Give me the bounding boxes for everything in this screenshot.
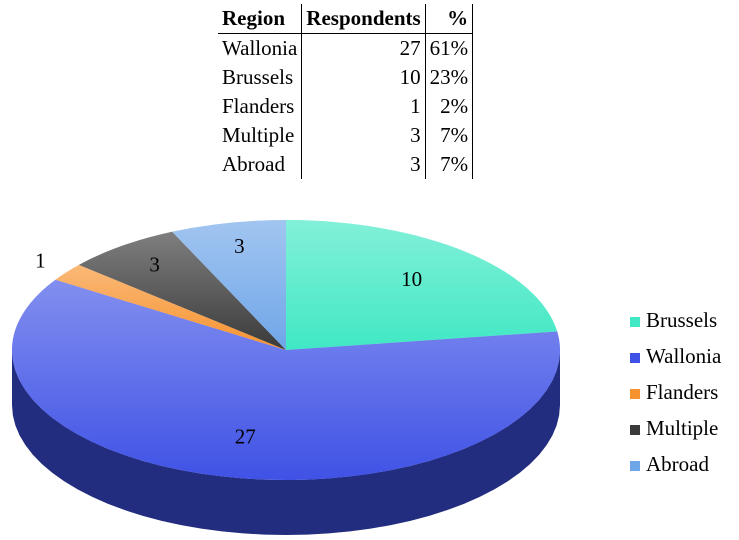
pie-shine xyxy=(78,231,286,350)
data-table: Region Respondents% Wallonia 27 61% Brussels 1… xyxy=(218,4,474,179)
legend-label: Flanders xyxy=(646,380,718,404)
value-label: 10 xyxy=(401,267,422,291)
legend-label: Brussels xyxy=(646,308,717,332)
legend-swatch xyxy=(630,461,640,471)
legend-swatch xyxy=(630,425,640,435)
table-cell: Flanders xyxy=(222,94,295,118)
header-cell: Respondents xyxy=(301,4,426,34)
table-cell: 61% xyxy=(424,33,474,63)
table-cell: Multiple xyxy=(222,123,295,147)
table-header: Region Respondents% xyxy=(218,4,474,34)
header-cell: Region xyxy=(218,4,302,34)
legend-swatch xyxy=(630,389,640,399)
table-row: Flanders 1 2% xyxy=(218,92,474,121)
value-label: 27 xyxy=(235,425,256,449)
value-label: 3 xyxy=(234,234,245,258)
pie-shine xyxy=(172,220,286,350)
legend-swatch xyxy=(630,353,640,363)
legend-swatch xyxy=(630,317,640,327)
pie-shine xyxy=(11,279,561,481)
table-cell: Brussels xyxy=(222,65,294,89)
table-cell: 3 xyxy=(301,150,426,179)
table-row: Brussels 10 23% xyxy=(218,63,474,92)
header-cell: % xyxy=(424,4,474,34)
table-cell: 1 xyxy=(301,92,426,121)
table-row: Wallonia 27 61% xyxy=(218,33,474,63)
legend-label: Abroad xyxy=(646,452,709,476)
legend-label: Wallonia xyxy=(646,344,722,368)
table-cell: 7% xyxy=(424,150,474,179)
table-cell: 23% xyxy=(424,63,474,92)
table-cell: 2% xyxy=(424,92,474,121)
value-label: 3 xyxy=(149,253,160,277)
table-row: Multiple 3 7% xyxy=(218,121,474,150)
value-label: 1 xyxy=(35,249,46,273)
table-cell: Wallonia xyxy=(222,36,298,60)
table-cell: 10 xyxy=(301,63,426,92)
pie-shine xyxy=(286,220,558,350)
legend-label: Multiple xyxy=(646,416,718,440)
table-cell: Abroad xyxy=(222,152,285,176)
pie-side xyxy=(12,350,560,535)
table-cell: 27 xyxy=(301,33,426,63)
table-cell: 3 xyxy=(301,121,426,150)
table-row: Abroad 3 7% xyxy=(218,150,474,179)
pie-shine xyxy=(55,264,286,350)
table-cell: 7% xyxy=(424,121,474,150)
